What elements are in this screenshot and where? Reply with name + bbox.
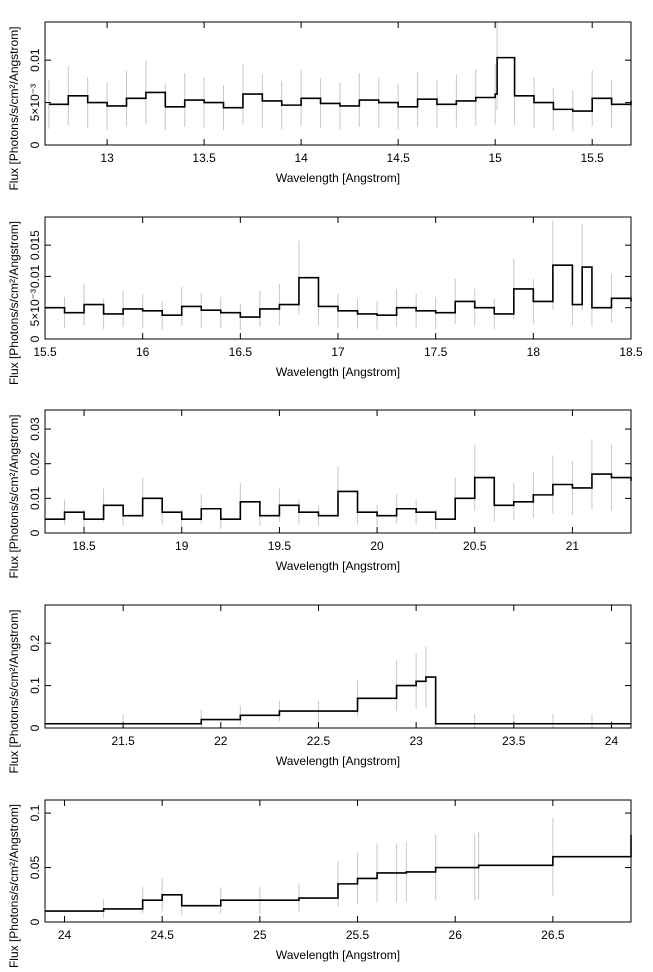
x-axis-label: Wavelength [Angstrom] [276, 171, 400, 185]
y-tick-label: 0.01 [28, 264, 42, 288]
panel-2: 15.5 16 16.5 17 17.5 18 18.5 0 5×10⁻³0.01 0.015 Wa… [7, 216, 643, 385]
x-tick-label: 17 [331, 345, 345, 359]
panel-4-frame [44, 604, 632, 729]
y-tick-label: 5×10⁻³ [28, 289, 42, 326]
y-tick-label: 0 [28, 918, 42, 925]
x-tick-label: 21.5 [111, 734, 135, 748]
y-axis-label: Flux [Photons/s/cm²/Angstrom] [7, 221, 21, 385]
x-tick-label: 20.5 [463, 539, 487, 553]
x-tick-label: 17.5 [424, 345, 448, 359]
panel-5-error-bars [44, 800, 632, 921]
panel-4: 21.5 22 22.5 23 23.5 24 0 0.1 0.2 Wavelength [Ang… [7, 604, 632, 774]
y-axis-label: Flux [Photons/s/cm²/Angstrom] [7, 804, 21, 968]
y-tick-label: 0.01 [28, 486, 42, 510]
y-axis-label: Flux [Photons/s/cm²/Angstrom] [7, 609, 21, 773]
panel-3-flux-series [45, 473, 632, 520]
x-tick-label: 14 [294, 151, 308, 165]
x-tick-label: 20 [370, 539, 384, 553]
y-tick-label: 0 [28, 335, 42, 342]
x-tick-label: 15.5 [33, 345, 57, 359]
y-tick-label: 0 [28, 724, 42, 731]
x-tick-label: 25 [253, 928, 267, 942]
x-tick-label: 18.5 [72, 539, 96, 553]
x-tick-label: 23.5 [502, 734, 526, 748]
panel-3-frame [44, 409, 632, 534]
x-tick-label: 22 [214, 734, 228, 748]
x-tick-label: 18.5 [619, 345, 643, 359]
panel-1-frame [44, 21, 632, 146]
y-tick-label: 0.02 [28, 452, 42, 476]
x-tick-label: 24.5 [151, 928, 175, 942]
panel-3: 18.5 19 19.5 20 20.5 21 0 0.01 0.02 0.03 Wavelengt… [7, 409, 632, 579]
y-tick-label: 0.2 [28, 635, 42, 652]
panel-2-error-bars [44, 220, 632, 331]
y-tick-label: 0.05 [28, 856, 42, 880]
panel-4-flux-series [45, 676, 631, 725]
x-axis-label: Wavelength [Angstrom] [276, 948, 400, 962]
y-tick-label: 0.015 [28, 230, 42, 260]
x-tick-label: 26.5 [541, 928, 565, 942]
x-axis-label: Wavelength [Angstrom] [276, 559, 400, 573]
x-axis-label: Wavelength [Angstrom] [276, 365, 400, 379]
x-tick-label: 16.5 [229, 345, 253, 359]
y-axis-label: Flux [Photons/s/cm²/Angstrom] [7, 414, 21, 578]
x-tick-label: 24 [605, 734, 619, 748]
panel-1-error-bars [48, 22, 632, 132]
panel-1: 13 13.5 14 14.5 15 15.5 0 5×10⁻³ 0.01 Wavelength … [7, 21, 632, 191]
panel-5-flux-series [45, 834, 632, 912]
y-tick-label: 0 [28, 141, 42, 148]
panel-5: 24 24.5 25 25.5 26 26.5 0 0.05 0.1 Wavelength [An… [7, 799, 632, 968]
panel-5-frame [44, 799, 632, 923]
x-axis-label: Wavelength [Angstrom] [276, 754, 400, 768]
x-tick-label: 23 [409, 734, 423, 748]
y-tick-label: 5×10⁻³ [28, 84, 42, 121]
x-tick-label: 14.5 [386, 151, 410, 165]
x-tick-label: 24 [58, 928, 72, 942]
x-tick-label: 15 [488, 151, 502, 165]
x-tick-label: 19 [175, 539, 189, 553]
x-tick-label: 13 [100, 151, 114, 165]
x-tick-label: 21 [566, 539, 580, 553]
x-tick-label: 13.5 [192, 151, 216, 165]
panel-2-flux-series [45, 264, 632, 318]
x-tick-label: 18 [527, 345, 541, 359]
y-axis-label: Flux [Photons/s/cm²/Angstrom] [7, 26, 21, 190]
x-tick-label: 22.5 [307, 734, 331, 748]
panel-1-flux-series [48, 56, 632, 112]
y-tick-label: 0.1 [28, 677, 42, 694]
x-tick-label: 16 [136, 345, 150, 359]
y-tick-label: 0 [28, 529, 42, 536]
x-tick-label: 15.5 [581, 151, 605, 165]
x-tick-label: 19.5 [268, 539, 292, 553]
x-tick-label: 26 [449, 928, 463, 942]
panel-4-error-bars [44, 646, 632, 728]
x-tick-label: 25.5 [346, 928, 370, 942]
y-tick-label: 0.03 [28, 417, 42, 441]
y-tick-label: 0.1 [28, 804, 42, 821]
y-tick-label: 0.01 [28, 48, 42, 72]
